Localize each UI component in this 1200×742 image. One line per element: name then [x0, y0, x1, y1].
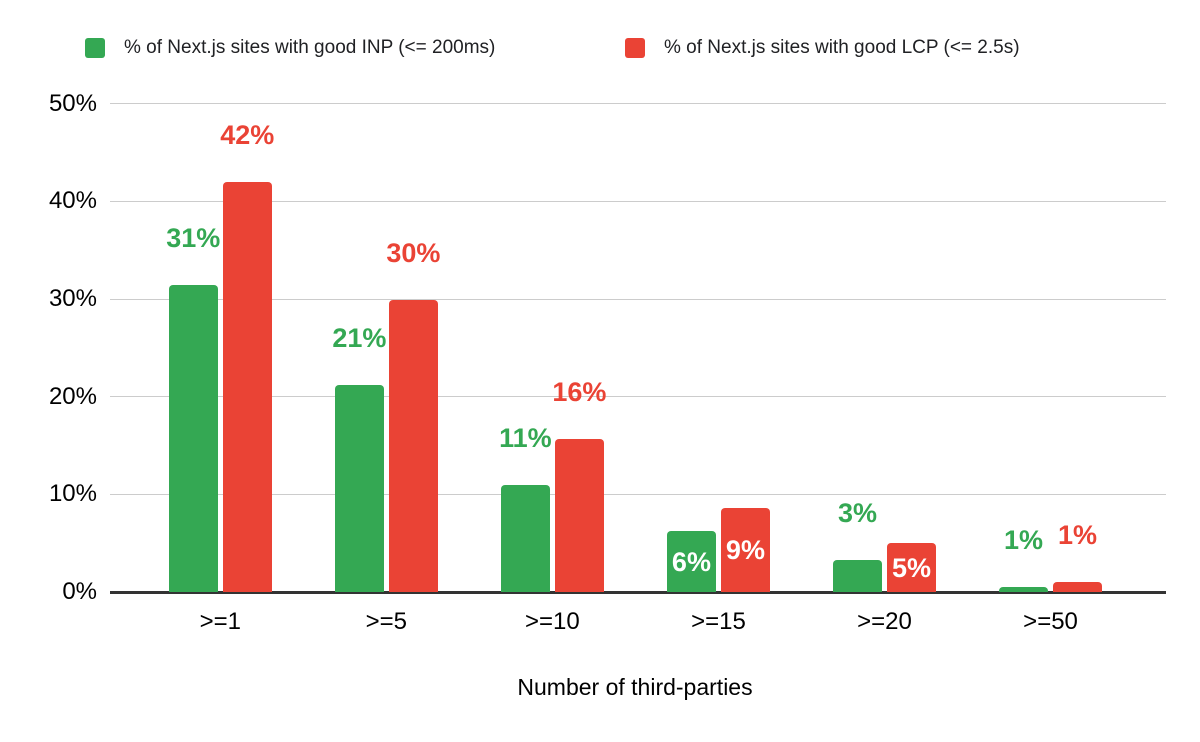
gridline — [110, 200, 1166, 202]
bar-value-label: 3% — [837, 497, 878, 528]
x-axis-category-label: >=15 — [691, 608, 746, 635]
bar-value-label: 1% — [1058, 520, 1098, 551]
bar-value-label: 6% — [671, 546, 711, 577]
bar-value-label: 42% — [220, 119, 275, 150]
bar-value-label: 5% — [891, 552, 932, 583]
gridline — [110, 396, 1166, 398]
x-axis-category-label: >=5 — [365, 608, 408, 635]
bar-inp — [500, 484, 550, 592]
bar-value-label: 9% — [725, 534, 765, 565]
x-axis-category-label: >=20 — [857, 608, 912, 635]
x-axis-line — [110, 591, 1166, 594]
bar-inp: 6% — [666, 531, 716, 592]
x-axis-category-label: >=50 — [1023, 608, 1078, 635]
bar-lcp: 9% — [720, 508, 770, 592]
bar-lcp: 5% — [887, 543, 936, 592]
gridline — [110, 493, 1166, 495]
bar-lcp — [222, 181, 272, 592]
bar-value-label: 11% — [499, 422, 552, 453]
bar-value-label: 21% — [332, 322, 387, 353]
bar-lcp — [1053, 582, 1103, 592]
bar-inp — [334, 384, 384, 592]
bar-value-label: 31% — [166, 223, 221, 254]
legend-label-lcp: % of Next.js sites with good LCP (<= 2.5… — [664, 37, 1020, 58]
x-axis-title: Number of third-parties — [517, 674, 753, 700]
x-axis-category-label: >=1 — [199, 608, 241, 635]
gridline — [110, 298, 1166, 300]
legend-label-inp: % of Next.js sites with good INP (<= 200… — [124, 37, 496, 58]
legend-item-lcp: % of Next.js sites with good LCP (<= 2.5… — [625, 36, 1020, 60]
legend-swatch-lcp-icon — [625, 38, 645, 58]
bar-lcp — [554, 438, 604, 592]
bar-value-label: 30% — [386, 238, 441, 268]
bar-inp — [999, 587, 1049, 592]
y-axis-tick-label: 0% — [62, 578, 97, 605]
x-axis-category-label: >=10 — [525, 608, 580, 635]
bar-inp — [833, 559, 882, 592]
legend-swatch-inp-icon — [85, 38, 105, 58]
bar-lcp — [388, 299, 438, 592]
y-axis-tick-label: 30% — [48, 285, 97, 313]
bar-value-label: 1% — [1004, 525, 1044, 556]
legend-item-inp: % of Next.js sites with good INP (<= 200… — [85, 36, 495, 60]
y-axis-tick-label: 10% — [48, 480, 97, 508]
bar-inp — [168, 285, 218, 592]
gridline — [110, 103, 1166, 105]
y-axis-tick-label: 20% — [48, 382, 97, 410]
y-axis-tick-label: 40% — [48, 187, 97, 215]
bar-value-label: 16% — [552, 376, 607, 407]
y-axis-tick-label: 50% — [48, 89, 97, 117]
